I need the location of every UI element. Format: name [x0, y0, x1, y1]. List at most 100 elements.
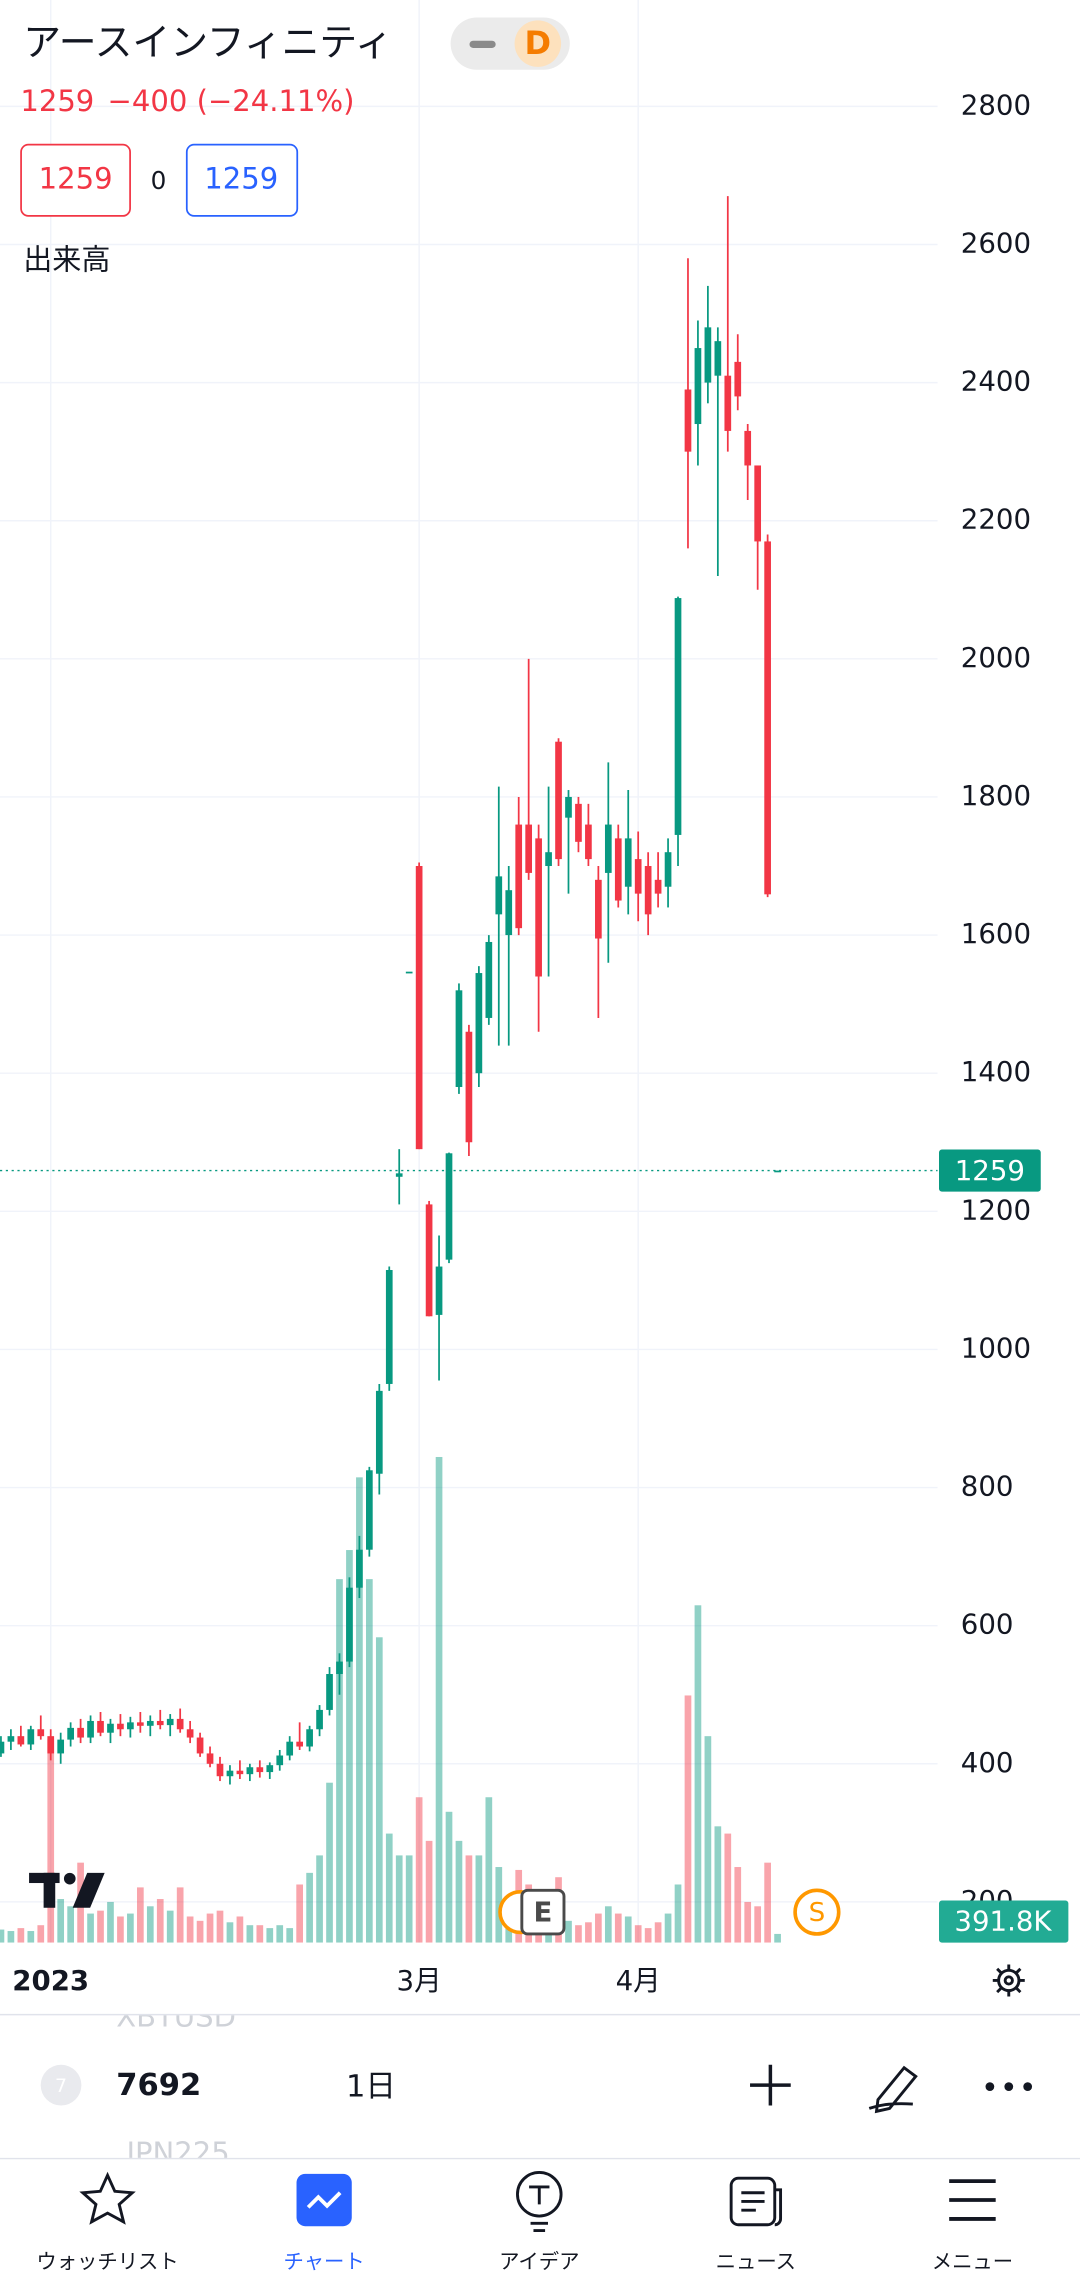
more-icon[interactable] — [985, 2082, 1033, 2091]
buy-box — [185, 143, 299, 217]
volume-bar — [375, 1637, 383, 1943]
volume-label-box — [939, 1900, 1069, 1943]
volume-bar — [734, 1867, 742, 1943]
indicator-label: 出来高 — [23, 243, 110, 277]
candle-body — [385, 1270, 393, 1384]
nav-menu[interactable]: メニュー — [932, 2179, 1013, 2274]
nav-chart[interactable]: チャート — [284, 2173, 365, 2274]
event-box — [520, 1888, 566, 1936]
volume-bar — [97, 1910, 104, 1943]
settings-icon[interactable] — [992, 1964, 1025, 1997]
candle-body — [405, 971, 413, 974]
nav-label: アイデア — [499, 2250, 579, 2274]
price-label: 1259 — [955, 1154, 1025, 1187]
volume-bar — [216, 1910, 224, 1943]
y-tick-label: 2400 — [961, 365, 1031, 398]
nav-label: メニュー — [932, 2250, 1013, 2274]
nav-ideas[interactable]: アイデア — [499, 2170, 579, 2274]
candle-body — [704, 327, 712, 383]
earnings-event[interactable]: E — [498, 1888, 566, 1936]
volume-bar — [146, 1906, 154, 1943]
tv-logo — [29, 1872, 105, 1908]
volume-bar — [196, 1920, 204, 1943]
candle-body — [375, 1390, 383, 1474]
volume-bar — [246, 1925, 254, 1943]
mode-toggle[interactable]: D — [450, 17, 570, 70]
candle-body — [346, 1587, 353, 1662]
logo-part — [63, 1872, 76, 1885]
candle-body — [535, 838, 542, 977]
volume-bar — [156, 1899, 164, 1943]
candle-body — [166, 1718, 174, 1726]
candle-body — [774, 1170, 781, 1173]
candle-body — [624, 838, 632, 887]
volume-bar — [236, 1916, 244, 1943]
candle-body — [585, 824, 592, 860]
last-price: 1259 — [20, 84, 94, 118]
candle-body — [27, 1729, 35, 1745]
y-tick-label: 1800 — [961, 779, 1031, 812]
y-tick-label: 600 — [961, 1608, 1014, 1641]
candle-body — [465, 1031, 473, 1143]
axis-layer: 2004006008001000120014001600180020002200… — [0, 88, 1069, 1997]
nav-label: ニュース — [716, 2250, 796, 2274]
candle-body — [565, 796, 572, 818]
candle-body — [475, 973, 483, 1074]
symbol-badge: 7 — [55, 2075, 67, 2097]
candle-body — [505, 890, 513, 936]
buy-button[interactable]: 1259 — [185, 143, 299, 217]
candle-body — [97, 1720, 104, 1733]
candle-body — [694, 348, 702, 425]
nav-label: ウォッチリスト — [36, 2250, 178, 2274]
next-symbol[interactable]: JPN225 — [124, 2136, 229, 2170]
volume-bar — [37, 1925, 45, 1943]
volume-bar — [316, 1855, 323, 1943]
y-tick-label: 1400 — [961, 1055, 1031, 1088]
volume-bar — [764, 1862, 771, 1943]
interval[interactable]: 1日 — [346, 2070, 396, 2105]
candle-body — [555, 741, 562, 860]
candle-body — [226, 1770, 234, 1777]
prev-symbol[interactable]: XBTUSD — [116, 1999, 236, 2033]
volume-bar — [724, 1833, 732, 1943]
volume-bar — [226, 1922, 234, 1943]
candle-body — [37, 1729, 45, 1737]
toggle-badge: D — [525, 24, 552, 62]
add-icon[interactable] — [750, 2064, 791, 2106]
candle-body — [196, 1737, 204, 1754]
volume-bar — [17, 1928, 25, 1943]
volume-bar — [107, 1901, 114, 1943]
candle-body — [286, 1741, 294, 1756]
dot — [985, 2082, 995, 2091]
bulb-icon — [516, 2170, 563, 2218]
spread: 0 — [151, 166, 167, 195]
nav-watchlist[interactable]: ウォッチリスト — [36, 2171, 179, 2274]
volume-bar — [425, 1840, 433, 1943]
y-tick-label: 2000 — [961, 641, 1031, 674]
candle-body — [595, 879, 602, 939]
candle-body — [326, 1674, 333, 1710]
volume-bar — [186, 1916, 194, 1943]
candle-layer — [0, 196, 781, 1785]
nav-label: チャート — [284, 2250, 365, 2274]
nav-news[interactable]: ニュース — [716, 2176, 796, 2274]
volume-bar — [644, 1928, 652, 1943]
volume-bar — [405, 1855, 413, 1943]
draw-icon[interactable] — [868, 2065, 918, 2114]
candle-body — [495, 876, 503, 915]
toggle-knob — [514, 20, 562, 67]
split-event[interactable]: S — [793, 1888, 841, 1936]
volume-bar — [166, 1910, 174, 1943]
candle-body — [47, 1736, 55, 1754]
logo-part — [72, 1872, 105, 1908]
candle-body — [206, 1753, 214, 1764]
y-tick-label: 1600 — [961, 917, 1031, 950]
volume-layer — [0, 1456, 781, 1943]
volume-bar — [694, 1605, 702, 1943]
candle-body — [525, 824, 533, 873]
sell-button[interactable]: 1259 — [20, 143, 131, 217]
symbol[interactable]: 7692 — [116, 2068, 201, 2103]
candle-body — [435, 1266, 443, 1315]
